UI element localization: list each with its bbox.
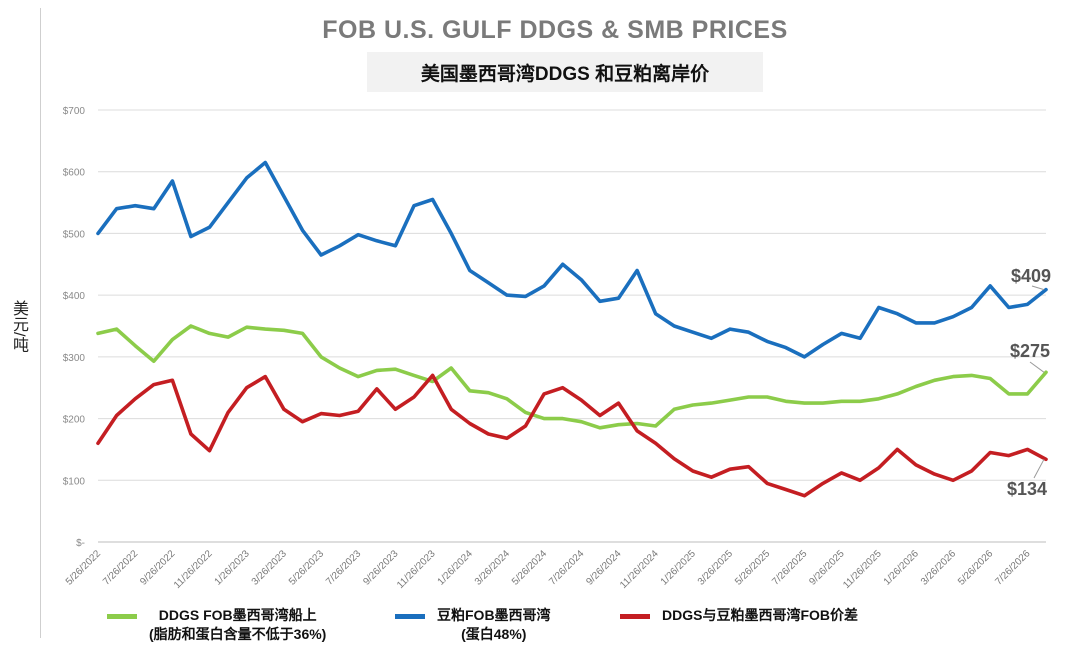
legend-swatch-ddgs	[107, 614, 137, 619]
y-tick-label: $100	[63, 476, 86, 487]
x-tick-label: 5/26/2024	[510, 548, 550, 588]
x-tick-label: 7/26/2026	[993, 548, 1033, 588]
x-tick-label: 9/26/2025	[807, 548, 847, 588]
x-tick-label: 11/26/2022	[172, 548, 215, 591]
legend-label-ddgs: DDGS FOB墨西哥湾船上 (脂肪和蛋白含量不低于36%)	[149, 606, 326, 644]
x-tick-label: 9/26/2024	[584, 548, 624, 588]
series-line	[96, 324, 1048, 430]
y-tick-label: $700	[63, 106, 86, 117]
series-line	[96, 160, 1048, 359]
annotation-leader	[1029, 361, 1045, 373]
y-tick-label: $-	[76, 538, 85, 549]
annotation-label: $275	[1010, 341, 1050, 361]
x-tick-label: 11/26/2025	[841, 548, 884, 591]
legend-label-spread: DDGS与豆粕墨西哥湾FOB价差	[662, 606, 858, 625]
x-tick-label: 3/26/2024	[473, 548, 513, 588]
chinese-title-background	[367, 52, 763, 92]
x-tick-label: 3/26/2025	[696, 548, 736, 588]
x-tick-label: 9/26/2022	[138, 548, 178, 588]
annotation-label: $134	[1007, 479, 1047, 499]
y-tick-label: $600	[63, 168, 86, 179]
x-tick-label: 7/26/2022	[101, 548, 141, 588]
series-lines	[96, 160, 1048, 498]
y-tick-label: $300	[63, 353, 86, 364]
x-tick-label: 5/26/2023	[287, 548, 327, 588]
left-border-line	[40, 8, 41, 638]
x-tick-label: 1/26/2025	[659, 548, 699, 588]
x-tick-label: 5/26/2025	[733, 548, 773, 588]
value-annotations: $409 $275 $134	[1007, 266, 1051, 499]
legend-item-spread: DDGS与豆粕墨西哥湾FOB价差	[620, 606, 858, 625]
x-tick-label: 3/26/2023	[250, 548, 290, 588]
chart-title-english: FOB U.S. GULF DDGS & SMB PRICES	[322, 16, 788, 44]
x-tick-label: 5/26/2022	[64, 548, 104, 588]
x-tick-label: 11/26/2023	[395, 548, 438, 591]
y-tick-label: $200	[63, 415, 86, 426]
annotation-label: $409	[1011, 266, 1051, 286]
x-tick-label: 7/26/2024	[547, 548, 587, 588]
x-tick-label: 1/26/2026	[882, 548, 922, 588]
annotation-leader	[1031, 285, 1045, 291]
legend-item-ddgs: DDGS FOB墨西哥湾船上 (脂肪和蛋白含量不低于36%)	[107, 606, 326, 644]
legend-ddgs-line1: DDGS FOB墨西哥湾船上	[158, 607, 317, 623]
x-tick-label: 1/26/2023	[213, 548, 253, 588]
legend-swatch-spread	[620, 614, 650, 619]
y-tick-label: $500	[63, 229, 86, 240]
legend-smb-line1: 豆粕FOB墨西哥湾	[437, 607, 551, 623]
legend-swatch-smb	[395, 614, 425, 619]
legend-smb-line2: (蛋白48%)	[461, 626, 527, 642]
x-tick-label: 9/26/2023	[361, 548, 401, 588]
legend-item-smb: 豆粕FOB墨西哥湾 (蛋白48%)	[395, 606, 551, 644]
x-tick-label: 11/26/2024	[618, 548, 661, 591]
annotation-leader	[1033, 459, 1045, 479]
x-tick-label: 3/26/2026	[919, 548, 959, 588]
y-axis-label: 美元/吨	[10, 300, 27, 353]
y-axis-ticks: $- $100 $200 $300 $400 $500 $600 $700	[63, 106, 86, 549]
legend-spread-line1: DDGS与豆粕墨西哥湾FOB价差	[662, 607, 858, 623]
x-tick-label: 7/26/2023	[324, 548, 364, 588]
legend-label-smb: 豆粕FOB墨西哥湾 (蛋白48%)	[437, 606, 551, 644]
legend-ddgs-line2: (脂肪和蛋白含量不低于36%)	[149, 626, 327, 642]
x-tick-label: 7/26/2025	[770, 548, 810, 588]
grid-lines	[98, 109, 1046, 543]
series-line	[96, 373, 1048, 498]
chart-title-chinese: 美国墨西哥湾DDGS 和豆粕离岸价	[420, 64, 710, 85]
x-axis-ticks: 5/26/20227/26/20229/26/202211/26/20221/2…	[64, 548, 1033, 591]
x-tick-label: 1/26/2024	[436, 548, 476, 588]
x-tick-label: 5/26/2026	[956, 548, 996, 588]
y-tick-label: $400	[63, 291, 86, 302]
